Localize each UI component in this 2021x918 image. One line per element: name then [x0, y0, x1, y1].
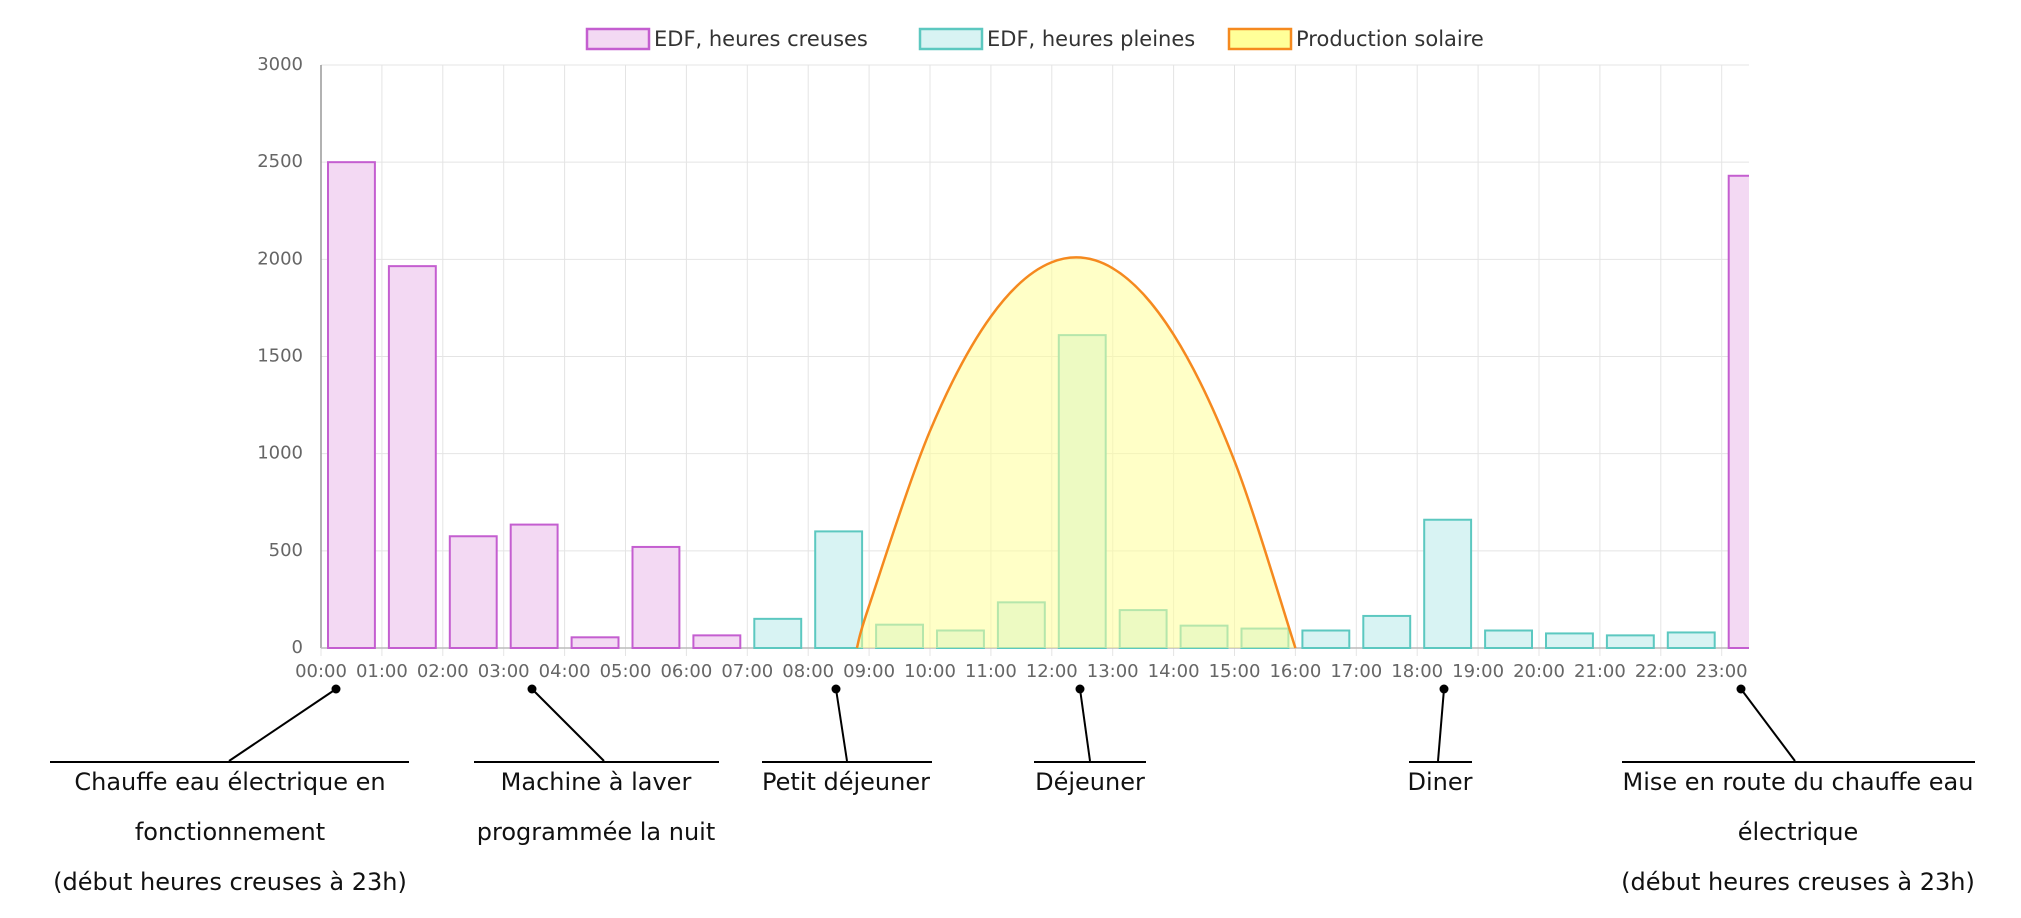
bar — [814, 530, 864, 649]
legend-swatch — [585, 27, 651, 51]
x-tick-label: 22:00 — [1635, 661, 1687, 682]
annotation-text: (début heures creuses à 23h) — [53, 868, 407, 896]
x-tick-label: 14:00 — [1148, 661, 1200, 682]
x-tick-label: 00:00 — [295, 661, 347, 682]
x-tick-label: 04:00 — [539, 661, 591, 682]
x-tick-label: 10:00 — [904, 661, 956, 682]
annotation-text: programmée la nuit — [477, 818, 716, 846]
x-tick-label: 01:00 — [356, 661, 408, 682]
annotation-leader — [1437, 688, 1445, 762]
y-tick-label: 0 — [292, 637, 303, 658]
x-tick-label: 23:00 — [1696, 661, 1748, 682]
bar — [631, 545, 681, 649]
bar — [448, 535, 498, 649]
annotation-leader — [835, 688, 848, 762]
y-tick-label: 1000 — [257, 443, 303, 464]
x-tick-label: 08:00 — [782, 661, 834, 682]
legend-swatch — [918, 27, 984, 51]
bar — [570, 636, 620, 649]
x-tick-label: 21:00 — [1574, 661, 1626, 682]
bar — [1605, 634, 1655, 649]
bar — [1362, 614, 1412, 649]
bar — [1301, 629, 1351, 649]
x-tick-label: 09:00 — [843, 661, 895, 682]
annotation-text: Petit déjeuner — [762, 768, 930, 796]
x-tick-label: 12:00 — [1026, 661, 1078, 682]
x-tick-label: 15:00 — [1209, 661, 1261, 682]
legend-label: EDF, heures creuses — [654, 27, 868, 51]
x-tick-label: 20:00 — [1513, 661, 1565, 682]
annotation-leader — [1740, 688, 1796, 762]
annotation-text: Mise en route du chauffe eau — [1623, 768, 1974, 796]
bar — [387, 265, 437, 649]
x-tick-label: 17:00 — [1330, 661, 1382, 682]
bar — [1666, 631, 1716, 649]
annotation-leader — [228, 688, 337, 762]
y-tick-label: 2500 — [257, 151, 303, 172]
bar — [692, 634, 742, 649]
plot-area — [327, 161, 1749, 649]
x-tick-label: 13:00 — [1087, 661, 1139, 682]
legend-label: EDF, heures pleines — [987, 27, 1195, 51]
x-tick-label: 11:00 — [965, 661, 1017, 682]
bar — [753, 617, 803, 649]
annotation-leader — [1079, 688, 1091, 762]
y-tick-label: 500 — [269, 540, 303, 561]
bar — [1484, 629, 1533, 649]
bar — [1727, 174, 1749, 649]
x-tick-label: 03:00 — [478, 661, 530, 682]
x-tick-label: 06:00 — [660, 661, 712, 682]
y-tick-label: 1500 — [257, 346, 303, 367]
annotation-text: (début heures creuses à 23h) — [1621, 868, 1975, 896]
solar-line — [855, 256, 1297, 649]
x-tick-label: 19:00 — [1452, 661, 1504, 682]
legend-label: Production solaire — [1296, 27, 1484, 51]
annotation-text: Diner — [1408, 768, 1473, 796]
annotation-leader — [531, 688, 605, 762]
x-tick-label: 02:00 — [417, 661, 469, 682]
bar — [327, 161, 376, 649]
annotation-text: fonctionnement — [135, 818, 325, 846]
x-tick-label: 05:00 — [600, 661, 652, 682]
legend-swatch — [1227, 27, 1293, 51]
x-tick-label: 07:00 — [721, 661, 773, 682]
bar — [509, 523, 559, 649]
bar — [1423, 518, 1473, 649]
annotation-text: Déjeuner — [1035, 768, 1145, 796]
bar — [1545, 632, 1594, 649]
annotation-text: Machine à laver — [501, 768, 692, 796]
x-tick-label: 18:00 — [1391, 661, 1443, 682]
annotation-text: électrique — [1738, 818, 1859, 846]
y-tick-label: 3000 — [257, 54, 303, 75]
y-tick-label: 2000 — [257, 248, 303, 269]
annotation-text: Chauffe eau électrique en — [74, 768, 385, 796]
x-tick-label: 16:00 — [1269, 661, 1321, 682]
